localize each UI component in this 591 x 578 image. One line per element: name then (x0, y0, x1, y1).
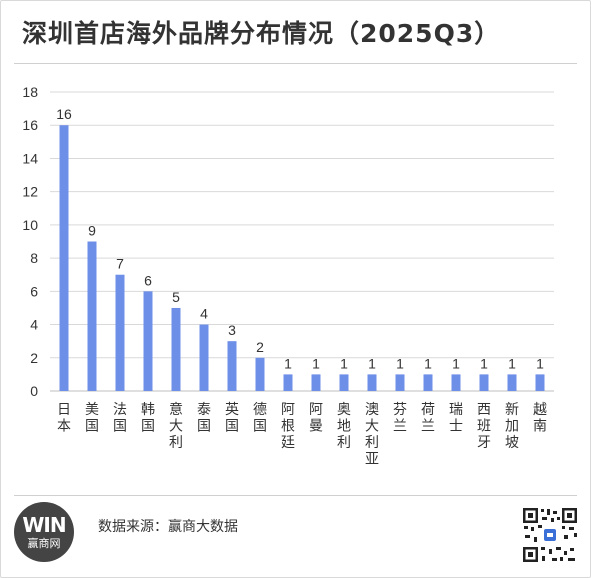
y-tick-label: 12 (22, 184, 38, 200)
x-tick-label: 阿根廷 (281, 402, 295, 451)
bar (423, 374, 433, 391)
x-tick-label: 芬兰 (393, 402, 407, 435)
data-label: 1 (368, 355, 376, 371)
bar (255, 357, 265, 391)
brand-logo: WIN 赢商网 (14, 502, 74, 562)
data-label: 1 (424, 355, 432, 371)
x-tick-label: 日本 (57, 402, 71, 435)
bar (367, 374, 377, 391)
logo-mark: WIN (22, 513, 66, 537)
x-tick-label: 瑞士 (449, 402, 463, 435)
data-label: 9 (88, 223, 96, 239)
bar (479, 374, 489, 391)
y-tick-label: 14 (22, 150, 38, 166)
bar (451, 374, 461, 391)
bar (507, 374, 517, 391)
y-tick-label: 16 (22, 117, 38, 133)
data-label: 1 (312, 355, 320, 371)
bar (311, 374, 321, 391)
bar (87, 241, 97, 391)
x-tick-label: 英国 (225, 401, 239, 435)
bar (339, 374, 349, 391)
logo-name: 赢商网 (27, 537, 61, 550)
y-tick-label: 0 (30, 383, 38, 399)
x-tick-label: 德国 (253, 402, 267, 435)
data-label: 1 (396, 355, 404, 371)
data-label: 1 (508, 355, 516, 371)
x-tick-label: 法国 (113, 402, 127, 435)
data-label: 5 (172, 289, 180, 305)
title-divider (14, 63, 577, 64)
qr-code-icon (522, 507, 578, 563)
bar (283, 374, 293, 391)
data-label: 4 (200, 306, 208, 322)
source-note: 数据来源：赢商大数据 (98, 519, 238, 535)
bar-chart: 0 2 4 6 8 10 12 14 16 18 16 日本 9 美国 7 法国 6 韩国 5 意大利 4 泰国 3 英国 2 德… (22, 84, 554, 468)
y-tick-label: 6 (30, 283, 38, 299)
y-tick-label: 2 (30, 350, 38, 366)
y-tick-label: 18 (22, 84, 38, 100)
y-tick-label: 4 (30, 317, 38, 333)
bar (395, 374, 405, 391)
data-label: 2 (256, 339, 264, 355)
x-tick-label: 西班牙 (477, 402, 491, 451)
x-tick-label: 泰国 (197, 402, 211, 435)
x-tick-label: 澳大利亚 (365, 402, 379, 468)
x-tick-label: 新加坡 (505, 402, 519, 451)
data-label: 6 (144, 272, 152, 288)
y-tick-label: 8 (30, 250, 38, 266)
data-label: 1 (284, 355, 292, 371)
bar (199, 324, 209, 391)
x-tick-label: 美国 (85, 402, 99, 435)
x-tick-label: 意大利 (169, 401, 183, 451)
y-tick-label: 10 (22, 217, 38, 233)
data-label: 7 (116, 256, 124, 272)
data-label: 1 (452, 355, 460, 371)
x-tick-label: 阿曼 (309, 402, 323, 435)
data-label: 3 (228, 322, 236, 338)
bar (115, 274, 125, 391)
x-tick-label: 越南 (533, 402, 547, 435)
data-label: 16 (56, 106, 72, 122)
bar (59, 125, 69, 391)
x-tick-label: 荷兰 (421, 402, 435, 435)
bar (171, 307, 181, 391)
bar (227, 341, 237, 391)
data-label: 1 (536, 355, 544, 371)
data-label: 1 (480, 355, 488, 371)
data-label: 1 (340, 355, 348, 371)
bar (143, 291, 153, 391)
footer-divider (14, 495, 577, 496)
x-tick-label: 奥地利 (337, 401, 351, 451)
x-tick-label: 韩国 (141, 402, 155, 435)
page-title: 深圳首店海外品牌分布情况（2025Q3） (22, 19, 501, 48)
bar (535, 374, 545, 391)
